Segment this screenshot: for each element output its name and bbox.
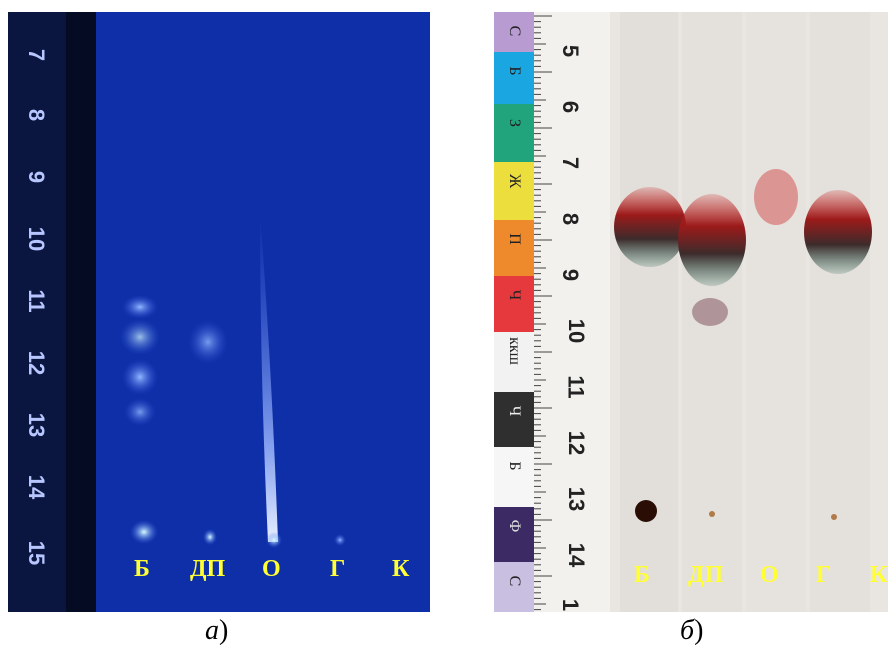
lane-tube	[746, 12, 806, 612]
spot-b-1	[122, 295, 158, 319]
spot-g-origin	[831, 514, 837, 520]
band-b	[614, 187, 686, 267]
spot-b-start	[130, 520, 158, 544]
uv-ruler: 7 8 9 10 11 12 13 14 15	[8, 12, 96, 612]
spot-b-3	[122, 359, 158, 395]
lane-label-b: Б	[634, 562, 650, 588]
spot-dp-origin	[709, 511, 715, 517]
color-swatch: Ч	[494, 392, 534, 447]
ruler-number: 7	[558, 156, 584, 170]
chromatogram-uv-panel: 7 8 9 10 11 12 13 14 15 Б ДП О Г К	[8, 12, 430, 612]
color-swatch: Ч	[494, 276, 534, 332]
ruler-number: 14	[564, 542, 590, 568]
uv-scale-number: 14	[24, 474, 49, 500]
color-swatch: Ж	[494, 162, 534, 220]
caption-b: б)	[680, 615, 703, 647]
ruler-number: 6	[558, 100, 584, 114]
chromatogram-visible-panel: С Б З Ж П Ч ккш Ч Б Ф С 5 6 7 8 9 10 11 …	[494, 12, 888, 612]
lane-tube	[620, 12, 678, 612]
ruler-number: 10	[564, 318, 590, 344]
ruler-number: 12	[564, 430, 590, 456]
uv-scale-number: 11	[24, 289, 49, 313]
spot-b-4	[124, 398, 156, 426]
color-swatch: П	[494, 220, 534, 276]
lane-label-b: Б	[134, 556, 150, 582]
ruler-number: 9	[558, 268, 584, 282]
uv-scale-number: 7	[24, 48, 49, 62]
band-dp-lower	[692, 298, 728, 326]
ruler-number: 1	[558, 598, 584, 612]
lane-tube	[810, 12, 870, 612]
uv-ruler-edge	[66, 12, 96, 612]
color-swatch: ккш	[494, 332, 534, 392]
spot-b-origin	[635, 500, 657, 522]
ruler-number: 5	[558, 44, 584, 58]
color-swatch: Б	[494, 447, 534, 507]
lane-label-k: К	[870, 562, 888, 588]
spot-o-start	[266, 532, 282, 548]
band-o	[754, 169, 798, 225]
ruler-ticks	[534, 15, 552, 611]
uv-scale-number: 9	[24, 170, 49, 184]
lane-label-g: Г	[816, 562, 832, 588]
caption-b-paren: )	[694, 615, 704, 646]
ruler-number: 13	[564, 486, 590, 512]
caption-a-letter: а	[205, 615, 219, 646]
ruler-number: 11	[563, 375, 589, 399]
streak-o	[260, 212, 278, 542]
color-swatch: Б	[494, 52, 534, 104]
band-g	[804, 190, 872, 274]
ruler-number: 8	[558, 212, 584, 226]
uv-spots	[120, 212, 346, 548]
uv-scale-number: 12	[24, 350, 49, 376]
band-dp	[678, 194, 746, 286]
lane-label-k: К	[392, 556, 410, 582]
spot-b-2	[120, 319, 160, 355]
visible-spots	[614, 12, 872, 612]
spot-g-start	[334, 534, 346, 546]
lane-label-o: О	[760, 562, 779, 588]
caption-a-paren: )	[219, 615, 229, 646]
color-swatch: Ф	[494, 507, 534, 562]
mm-ruler: 5 6 7 8 9 10 11 12 13 14 1	[534, 12, 610, 612]
color-swatch: С	[494, 562, 534, 612]
color-swatch: З	[494, 104, 534, 162]
lane-label-g: Г	[330, 556, 346, 582]
lane-label-dp: ДП	[190, 556, 226, 582]
uv-scale-number: 15	[24, 540, 49, 566]
caption-a: а)	[205, 615, 228, 647]
uv-scale-number: 10	[24, 226, 49, 252]
color-swatch: С	[494, 12, 534, 52]
uv-scale-number: 13	[24, 412, 49, 438]
spot-dp-start	[203, 529, 217, 545]
lane-label-o: О	[262, 556, 281, 582]
spot-dp-1	[188, 320, 228, 364]
lane-label-dp: ДП	[688, 562, 724, 588]
caption-b-letter: б	[680, 615, 695, 646]
uv-scale-number: 8	[24, 108, 49, 122]
